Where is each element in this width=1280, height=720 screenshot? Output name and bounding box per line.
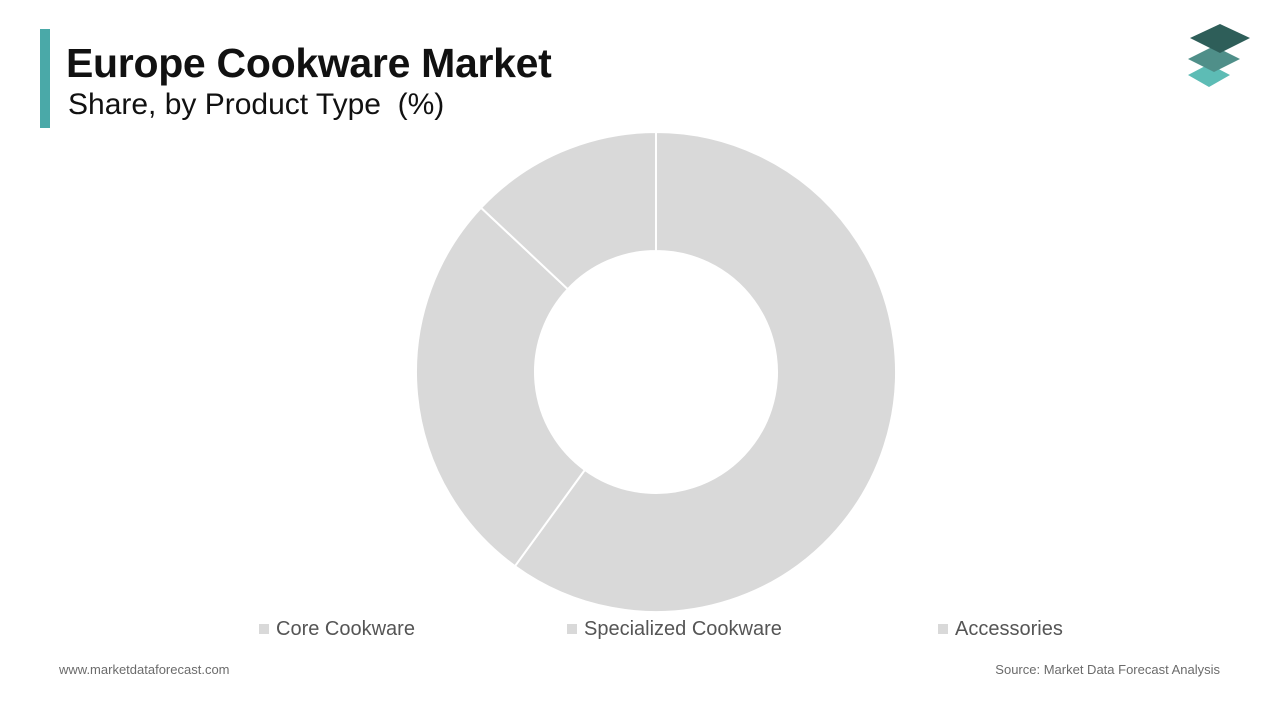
page-title: Europe Cookware Market [66,40,552,86]
legend-swatch [259,624,269,634]
donut-slice-specialized-cookware [415,206,587,568]
legend-swatch [938,624,948,634]
stacked-layers-icon [1188,24,1250,87]
logo-layer-top [1190,24,1250,53]
legend-item-specialized-cookware: Specialized Cookware [567,616,782,642]
logo-layer-middle [1188,46,1240,72]
legend-label: Specialized Cookware [584,617,782,640]
source-note: Source: Market Data Forecast Analysis [995,662,1220,677]
legend-item-core-cookware: Core Cookware [259,616,415,642]
website-link[interactable]: www.marketdataforecast.com [59,662,230,677]
logo-layer-bottom [1188,64,1230,87]
donut-slice-core-cookware [513,130,897,613]
legend-label: Core Cookware [276,617,415,640]
legend-label: Accessories [955,617,1063,640]
chart-subtitle: Share, by Product Type (%) [68,88,445,121]
donut-slice-accessories [479,130,657,291]
title-accent-bar [40,29,50,128]
legend-swatch [567,624,577,634]
legend-item-accessories: Accessories [938,616,1063,642]
